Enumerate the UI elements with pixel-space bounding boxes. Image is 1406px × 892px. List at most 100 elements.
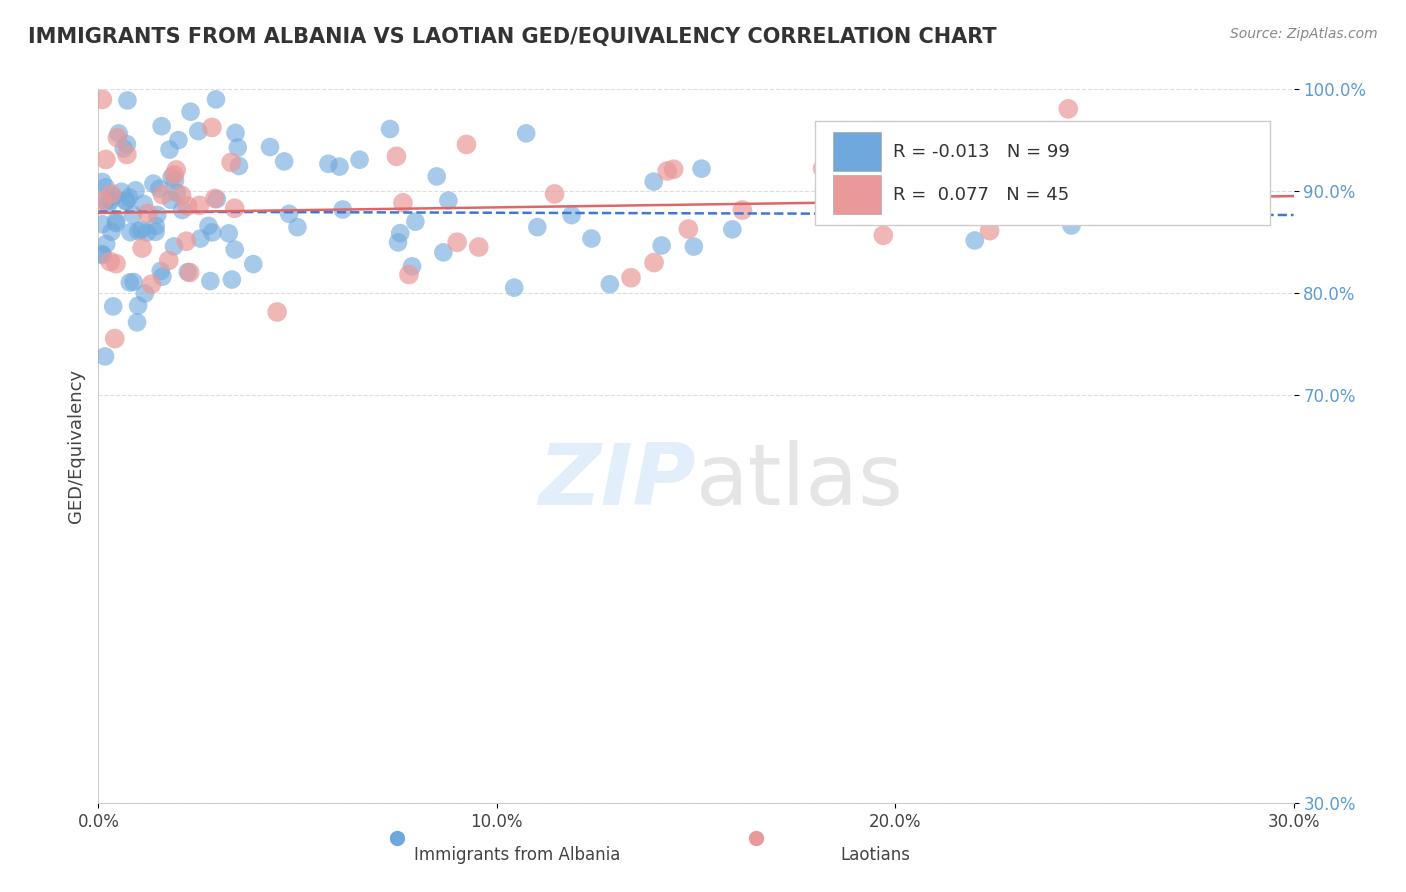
Laotians (1057, 102, 1080, 116)
Immigrants from Albania (149, 264, 172, 278)
Immigrants from Albania (682, 239, 704, 253)
Laotians (219, 155, 242, 169)
Immigrants from Albania (115, 137, 138, 152)
Immigrants from Albania (101, 299, 124, 313)
Laotians (224, 202, 246, 216)
Immigrants from Albania (188, 231, 211, 245)
Immigrants from Albania (963, 234, 986, 248)
Immigrants from Albania (273, 154, 295, 169)
Laotians (91, 92, 114, 106)
Laotians (98, 254, 121, 268)
Immigrants from Albania (152, 269, 174, 284)
Immigrants from Albania (318, 157, 340, 171)
Text: IMMIGRANTS FROM ALBANIA VS LAOTIAN GED/EQUIVALENCY CORRELATION CHART: IMMIGRANTS FROM ALBANIA VS LAOTIAN GED/E… (28, 27, 997, 46)
Immigrants from Albania (134, 286, 156, 301)
Immigrants from Albania (1062, 183, 1084, 197)
Text: Laotians: Laotians (841, 846, 910, 863)
Laotians (839, 195, 862, 210)
Immigrants from Albania (401, 260, 423, 274)
FancyBboxPatch shape (834, 175, 882, 214)
Immigrants from Albania (101, 189, 124, 203)
Immigrants from Albania (221, 272, 243, 286)
Immigrants from Albania (328, 160, 350, 174)
Immigrants from Albania (690, 161, 713, 176)
Text: ZIP: ZIP (538, 440, 696, 524)
Immigrants from Albania (124, 183, 146, 197)
Laotians (204, 192, 226, 206)
Laotians (456, 137, 478, 152)
Immigrants from Albania (125, 315, 148, 329)
Laotians (662, 162, 685, 177)
Laotians (104, 257, 127, 271)
Y-axis label: GED/Equivalency: GED/Equivalency (66, 369, 84, 523)
Laotians (678, 222, 700, 236)
Immigrants from Albania (145, 225, 167, 239)
Laotians (115, 147, 138, 161)
Immigrants from Albania (962, 195, 984, 210)
Immigrants from Albania (94, 350, 117, 364)
Laotians (643, 255, 665, 269)
Laotians (979, 224, 1001, 238)
Immigrants from Albania (526, 220, 548, 235)
Immigrants from Albania (148, 182, 170, 196)
Text: R = -0.013   N = 99: R = -0.013 N = 99 (893, 143, 1070, 161)
FancyBboxPatch shape (815, 121, 1270, 225)
Immigrants from Albania (848, 202, 870, 216)
Immigrants from Albania (96, 236, 118, 251)
Immigrants from Albania (404, 215, 426, 229)
Immigrants from Albania (132, 197, 155, 211)
Immigrants from Albania (91, 217, 114, 231)
Immigrants from Albania (160, 170, 183, 185)
Immigrants from Albania (651, 238, 673, 252)
Laotians (163, 168, 186, 182)
Immigrants from Albania (115, 194, 138, 208)
Immigrants from Albania (599, 277, 621, 292)
Laotians (201, 120, 224, 135)
Immigrants from Albania (1060, 219, 1083, 233)
Immigrants from Albania (91, 247, 114, 261)
Immigrants from Albania (721, 222, 744, 236)
Immigrants from Albania (122, 275, 145, 289)
Immigrants from Albania (187, 124, 209, 138)
Laotians (152, 187, 174, 202)
Immigrants from Albania (163, 173, 186, 187)
Immigrants from Albania (167, 133, 190, 147)
FancyBboxPatch shape (834, 132, 882, 171)
Laotians (188, 198, 211, 212)
Immigrants from Albania (110, 185, 132, 199)
Immigrants from Albania (387, 235, 409, 250)
Laotians (811, 161, 834, 176)
Laotians (266, 305, 288, 319)
Immigrants from Albania (218, 227, 240, 241)
Laotians (392, 195, 415, 210)
Immigrants from Albania (115, 194, 138, 209)
Immigrants from Albania (163, 239, 186, 253)
Laotians (872, 228, 894, 243)
Immigrants from Albania (287, 220, 309, 235)
Laotians (817, 190, 839, 204)
Immigrants from Albania (120, 225, 142, 239)
Laotians (657, 164, 679, 178)
Laotians (385, 149, 408, 163)
Immigrants from Albania (177, 265, 200, 279)
Immigrants from Albania (105, 214, 128, 228)
Immigrants from Albania (105, 216, 128, 230)
Immigrants from Albania (118, 190, 141, 204)
Immigrants from Albania (172, 202, 194, 217)
Immigrants from Albania (159, 143, 181, 157)
Laotians (107, 130, 129, 145)
Laotians (467, 240, 489, 254)
Immigrants from Albania (224, 243, 246, 257)
Immigrants from Albania (142, 177, 165, 191)
Immigrants from Albania (201, 226, 224, 240)
Laotians (131, 241, 153, 255)
Immigrants from Albania (197, 219, 219, 233)
Immigrants from Albania (160, 193, 183, 207)
Immigrants from Albania (228, 159, 250, 173)
Immigrants from Albania (225, 126, 247, 140)
Immigrants from Albania (389, 226, 412, 240)
Laotians (446, 235, 468, 250)
Immigrants from Albania (118, 276, 141, 290)
Immigrants from Albania (91, 248, 114, 262)
Immigrants from Albania (259, 140, 281, 154)
